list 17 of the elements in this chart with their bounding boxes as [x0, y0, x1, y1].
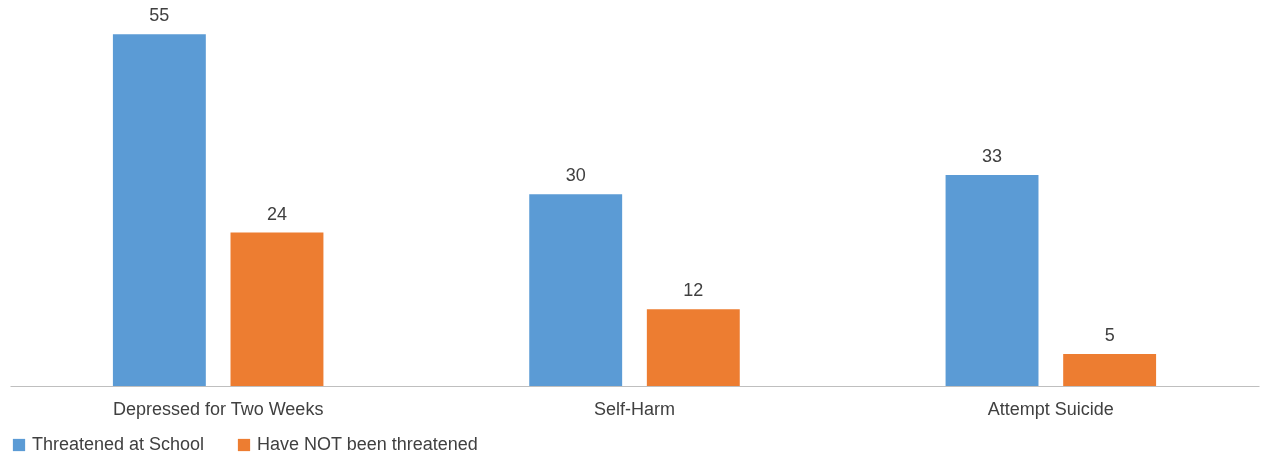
bar — [230, 232, 324, 386]
x-tick-label: Depressed for Two Weeks — [112, 398, 324, 419]
data-label: 55 — [149, 5, 170, 26]
data-label: 24 — [266, 203, 287, 224]
bar — [112, 34, 206, 386]
legend-label: Threatened at School — [32, 434, 205, 454]
legend-label: Have NOT been threatened — [257, 434, 478, 454]
data-label: 5 — [1104, 325, 1115, 346]
x-tick-label: Attempt Suicide — [987, 398, 1114, 419]
bar — [646, 309, 740, 386]
data-label: 30 — [565, 165, 586, 186]
data-label: 33 — [982, 146, 1003, 167]
bar — [1063, 354, 1157, 386]
bar — [529, 194, 623, 386]
data-label: 12 — [683, 280, 704, 301]
x-tick-label: Self-Harm — [593, 398, 676, 419]
bar — [945, 175, 1039, 386]
